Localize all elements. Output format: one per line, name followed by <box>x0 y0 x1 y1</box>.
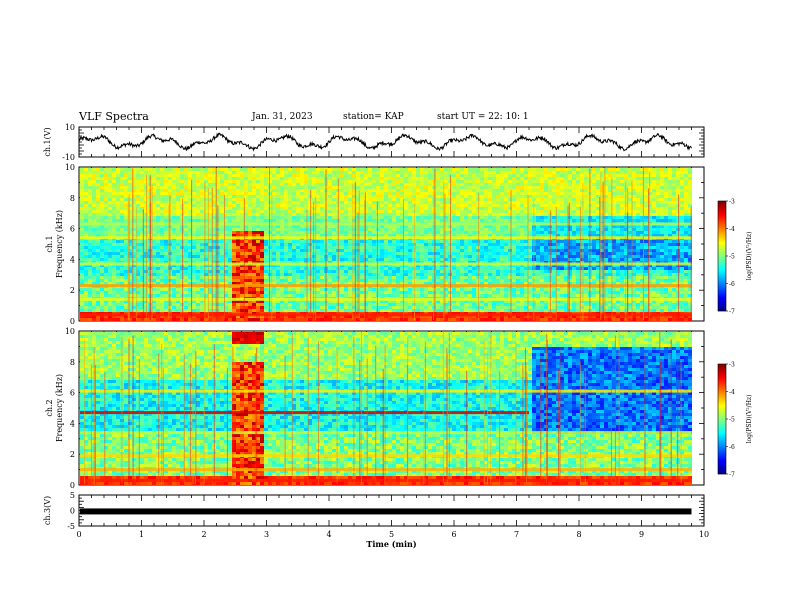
colorbar-tick-label: -3 <box>729 362 735 369</box>
x-tick-label: 8 <box>576 530 581 539</box>
y-tick-label: 8 <box>70 194 75 203</box>
spectral-band <box>80 431 692 435</box>
colorbar-tick-label: -7 <box>729 472 735 479</box>
x-tick-label: 1 <box>139 530 144 539</box>
x-tick-label: 2 <box>201 530 206 539</box>
colorbar-label: log(PSD)(V²/Hz) <box>746 395 753 444</box>
y-tick-label: 2 <box>70 450 75 459</box>
x-tick-label: 10 <box>699 530 709 539</box>
colorbar-1 <box>718 201 726 312</box>
y-tick-label: 5 <box>70 491 75 500</box>
ch1-waveform-line <box>78 132 692 152</box>
colorbar-tick-label: -7 <box>729 309 735 316</box>
colorbar-tick-label: -4 <box>729 389 735 396</box>
x-tick-label: 3 <box>264 530 269 539</box>
spectrogram-cells-2 <box>80 167 692 321</box>
spectral-band <box>80 222 692 226</box>
start-time-label: start UT = 22: 10: 1 <box>437 112 529 122</box>
station-label: station= KAP <box>343 112 404 122</box>
colorbar-tick-label: -3 <box>729 199 735 206</box>
y-tick-label: 0 <box>70 481 75 490</box>
y-tick-label: 10 <box>65 327 75 336</box>
y-tick-label: 10 <box>65 123 75 132</box>
y-axis-label: Frequency (kHz) <box>55 374 64 442</box>
plot-title: VLF Spectra <box>79 110 149 123</box>
x-tick-label: 9 <box>639 530 644 539</box>
colorbar-tick-label: -6 <box>729 444 735 451</box>
spectral-band <box>80 478 692 482</box>
colorbar-2 <box>718 364 726 475</box>
colorbar-tick-label: -5 <box>729 254 735 261</box>
x-axis-label: Time (min) <box>366 539 416 549</box>
colorbar-tick-label: -5 <box>729 417 735 424</box>
date-label: Jan. 31, 2023 <box>252 112 313 122</box>
spectral-band <box>80 313 692 317</box>
y-tick-label: 4 <box>70 255 75 264</box>
x-tick-label: 6 <box>451 530 456 539</box>
x-tick-label: 5 <box>389 530 394 539</box>
colorbar-tick-label: -4 <box>729 226 735 233</box>
y-tick-label: 10 <box>65 163 75 172</box>
y-axis-label: ch.1(V) <box>43 127 52 156</box>
spectral-band <box>80 297 692 301</box>
x-tick-label: 7 <box>514 530 519 539</box>
y-axis-label: ch.3(V) <box>43 496 52 525</box>
y-tick-label: 0 <box>70 317 75 326</box>
y-tick-label: 4 <box>70 419 75 428</box>
y-axis-label: ch.1 <box>45 235 54 252</box>
spectral-band <box>80 236 692 240</box>
spectrogram-cells-3 <box>80 331 692 485</box>
y-axis-label: Frequency (kHz) <box>55 210 64 278</box>
ch3-waveform-line <box>80 508 692 515</box>
y-tick-label: 2 <box>70 286 75 295</box>
spectral-band <box>80 411 529 415</box>
spectral-band <box>80 454 692 458</box>
spectral-band <box>80 262 692 266</box>
colorbar-tick-label: -6 <box>729 281 735 288</box>
spectral-band <box>80 468 692 472</box>
y-tick-label: -10 <box>62 153 75 162</box>
colorbar-label: log(PSD)(V²/Hz) <box>746 232 753 281</box>
spectral-band <box>80 284 692 288</box>
y-tick-label: -5 <box>67 522 75 531</box>
y-tick-label: 6 <box>70 389 75 398</box>
y-tick-label: 0 <box>70 507 75 516</box>
x-tick-label: 4 <box>326 530 331 539</box>
y-axis-label: ch.2 <box>45 399 54 416</box>
x-tick-label: 0 <box>76 530 81 539</box>
y-tick-label: 6 <box>70 225 75 234</box>
spectral-band <box>80 389 692 393</box>
y-tick-label: 8 <box>70 358 75 367</box>
